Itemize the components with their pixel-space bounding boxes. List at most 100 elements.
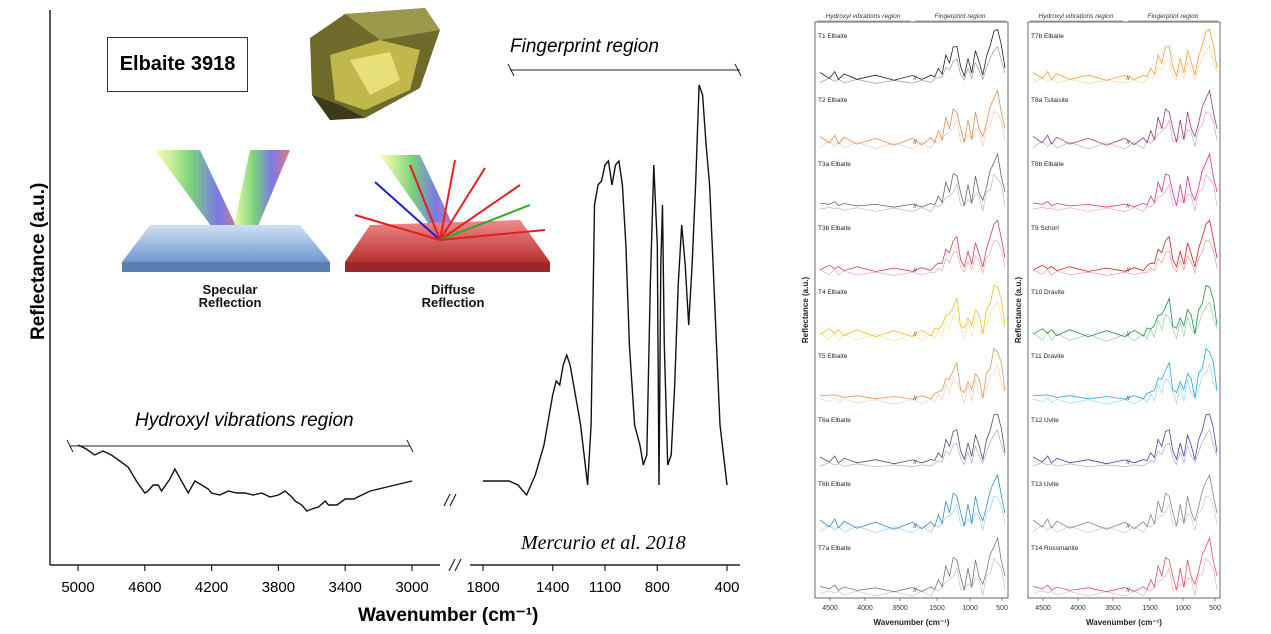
- panel-series-label: T7b Elbaite: [1031, 33, 1064, 40]
- x-tick-label: 1400: [536, 579, 569, 596]
- panel-series-label: T9 Schorl: [1031, 225, 1059, 232]
- panel-tick-label: 500: [996, 605, 1008, 612]
- x-tick-label: 4200: [195, 579, 228, 596]
- panel-break-mark: //: [1126, 460, 1130, 466]
- panel-series-line: [1032, 28, 1218, 81]
- panel-series-line-secondary: [819, 173, 1006, 212]
- panel-series-line-secondary: [819, 363, 1006, 405]
- x-tick-label: 3000: [395, 579, 428, 596]
- panel-1: Hydroxyl vibrations region Fingerprint re…: [801, 13, 1009, 627]
- panel-tick-label: 3500: [892, 605, 908, 612]
- panel-series-label: T8b Elbaite: [1031, 161, 1064, 168]
- panel-x-label: Wavenumber (cm⁻¹): [874, 618, 950, 627]
- panel-series-line: [1032, 536, 1218, 593]
- panel-tick-label: 1000: [962, 605, 978, 612]
- panel-tick-label: 4500: [822, 605, 838, 612]
- panel-tick-label: 4500: [1035, 605, 1051, 612]
- panel-y-label: Reflectance (a.u.): [1014, 277, 1023, 344]
- panel-series-line-secondary: [819, 301, 1006, 342]
- panel-series-line-secondary: [819, 495, 1006, 534]
- panel-series-label: T14 Rossmanite: [1031, 545, 1079, 552]
- panel-break-mark: //: [1126, 204, 1130, 210]
- panel-series-line: [819, 28, 1006, 81]
- chart-title-box: Elbaite 3918: [107, 37, 248, 92]
- panel-break-mark: //: [913, 588, 917, 594]
- panel-tick-label: 1500: [929, 605, 945, 612]
- panel-series-label: T13 Uvite: [1031, 481, 1059, 488]
- panels-svg: Hydroxyl vibrations region Fingerprint re…: [801, 13, 1221, 627]
- panel-break-mark: //: [1126, 396, 1130, 402]
- panel-series-line-secondary: [1032, 173, 1218, 212]
- panel-series-line: [819, 152, 1006, 208]
- panel-series-label: T6b Elbaite: [818, 481, 851, 488]
- panel-break-mark: //: [1126, 588, 1130, 594]
- panel-series-line-secondary: [1032, 429, 1218, 468]
- x-tick-label: 400: [714, 579, 739, 596]
- hydroxyl-region-label: Hydroxyl vibrations region: [135, 410, 354, 431]
- panel-series-line-secondary: [819, 110, 1006, 150]
- panel-series-line-secondary: [1032, 110, 1218, 150]
- x-tick-label: 800: [645, 579, 670, 596]
- x-axis-label: Wavenumber (cm⁻¹): [358, 605, 539, 626]
- panel-series-line: [1032, 347, 1218, 400]
- panel-series-label: T10 Dravite: [1031, 289, 1065, 296]
- hydroxyl-bracket: [66, 439, 414, 453]
- panel-series-line-secondary: [819, 239, 1006, 276]
- panel-header-fingerprint: Fingerprint region: [1148, 13, 1199, 20]
- panel-frame: [1027, 21, 1221, 599]
- panel-series-line: [1032, 219, 1218, 272]
- panel-break-mark: //: [913, 524, 917, 530]
- panel-break-mark: //: [913, 76, 917, 82]
- panel-series-label: T3b Elbaite: [818, 225, 851, 232]
- panel-series-line-secondary: [1032, 495, 1218, 534]
- diffuse-reflection-image: [345, 155, 550, 272]
- panel-series-line: [1032, 473, 1218, 530]
- panel-break-mark: //: [913, 332, 917, 338]
- panel-tick-label: 3500: [1105, 605, 1121, 612]
- main-chart-svg: 5000 4600 4200 3800 3400 3000 1800 1400 1100 800 4…: [49, 8, 742, 596]
- specular-reflection-image: [122, 150, 330, 272]
- panel-2: Hydroxyl vibrations region Fingerprint re…: [1014, 13, 1221, 627]
- panel-break-mark: //: [913, 268, 917, 274]
- panel-series-line-secondary: [1032, 557, 1218, 597]
- x-tick-label: 4600: [128, 579, 161, 596]
- credit-label: Mercurio et al. 2018: [521, 532, 686, 554]
- panel-series-line: [819, 89, 1006, 146]
- x-tick-label: 1100: [589, 579, 621, 596]
- panel-series-line: [819, 473, 1006, 530]
- panel-series-label: T7a Elbaite: [818, 545, 851, 552]
- panel-series-line: [819, 413, 1006, 465]
- panel-break-mark: //: [1126, 76, 1130, 82]
- spectrum-line-fingerprint: [483, 84, 728, 497]
- fingerprint-region-label: Fingerprint region: [510, 36, 659, 57]
- panel-break-mark: //: [913, 396, 917, 402]
- panel-series-label: T3a Elbaite: [818, 161, 851, 168]
- panel-frame: [814, 21, 1009, 599]
- panel-series-line: [1032, 152, 1218, 208]
- spectrum-line-hydroxyl: [77, 444, 413, 512]
- panel-series-line-secondary: [1032, 301, 1218, 342]
- panel-tick-label: 1000: [1175, 605, 1191, 612]
- panel-break-mark: //: [913, 460, 917, 466]
- x-tick-label: 5000: [61, 579, 94, 596]
- panel-series-label: T2 Elbaite: [818, 97, 848, 104]
- panel-break-mark: //: [913, 140, 917, 146]
- panel-break-mark: //: [1126, 332, 1130, 338]
- panel-y-label: Reflectance (a.u.): [801, 277, 810, 344]
- x-tick-label: 1800: [466, 579, 499, 596]
- fingerprint-bracket: [507, 63, 742, 77]
- panel-tick-label: 500: [1209, 605, 1221, 612]
- panel-series-line: [819, 284, 1006, 338]
- panel-series-line: [819, 347, 1006, 400]
- panel-series-label: T5 Elbaite: [818, 353, 848, 360]
- panel-series-line: [1032, 284, 1218, 338]
- x-tick-label: 3400: [329, 579, 362, 596]
- panel-series-label: T1 Elbaite: [818, 33, 848, 40]
- panel-series-label: T8a Tsilaisite: [1031, 97, 1069, 104]
- panel-x-label: Wavenumber (cm⁻¹): [1086, 618, 1162, 627]
- panel-break-mark: //: [1126, 140, 1130, 146]
- panel-series-line-secondary: [819, 429, 1006, 468]
- panel-series-label: T6a Elbaite: [818, 417, 851, 424]
- panel-series-line-secondary: [1032, 363, 1218, 405]
- panel-series-line: [1032, 413, 1218, 465]
